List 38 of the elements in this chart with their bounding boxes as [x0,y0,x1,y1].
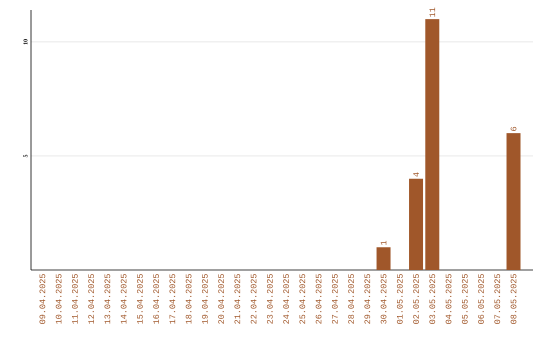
x-tick-label: 07.05.2025 [494,274,500,324]
data-label: 4 [413,172,419,177]
x-tick-label: 20.04.2025 [218,274,224,324]
x-tick-label: 02.05.2025 [413,274,419,324]
x-tick-label: 01.05.2025 [396,274,403,324]
x-tick-label: 24.04.2025 [283,274,289,324]
x-tick-label: 28.04.2025 [348,274,354,324]
x-tick-label: 06.05.2025 [478,274,484,324]
x-tick-label: 08.05.2025 [510,274,516,324]
data-label: 6 [510,126,516,131]
x-tick-label: 19.04.2025 [202,274,208,324]
data-label: 11 [429,8,436,17]
x-tick-label: 04.05.2025 [446,274,452,324]
x-tick-label: 10.04.2025 [56,274,62,324]
bar [376,247,391,270]
x-tick-label: 18.04.2025 [186,274,192,324]
x-tick-label: 29.04.2025 [364,274,370,324]
data-label: 1 [380,240,386,245]
x-tick-label: 15.04.2025 [136,274,143,324]
bar [409,178,424,270]
x-tick-label: 09.04.2025 [39,274,46,324]
x-tick-label: 30.04.2025 [380,274,386,324]
x-tick-label: 11.04.2025 [72,274,78,324]
x-tick-label: 13.04.2025 [104,274,110,324]
x-tick-label: 22.04.2025 [250,274,256,324]
x-tick-label: 27.04.2025 [332,274,338,324]
bar [425,19,440,270]
x-tick-label: 12.04.2025 [88,274,94,324]
x-tick-label: 26.04.2025 [316,274,322,324]
bar [506,133,521,270]
x-tick-label: 14.04.2025 [120,274,126,324]
x-tick-label: 03.05.2025 [429,274,436,324]
x-tick-label: 05.05.2025 [462,274,468,324]
x-tick-label: 17.04.2025 [169,274,176,324]
x-tick-label: 25.04.2025 [299,274,306,324]
x-tick-label: 16.04.2025 [153,274,159,324]
x-tick-label: 21.04.2025 [234,274,240,324]
x-tick-label: 23.04.2025 [266,274,273,324]
